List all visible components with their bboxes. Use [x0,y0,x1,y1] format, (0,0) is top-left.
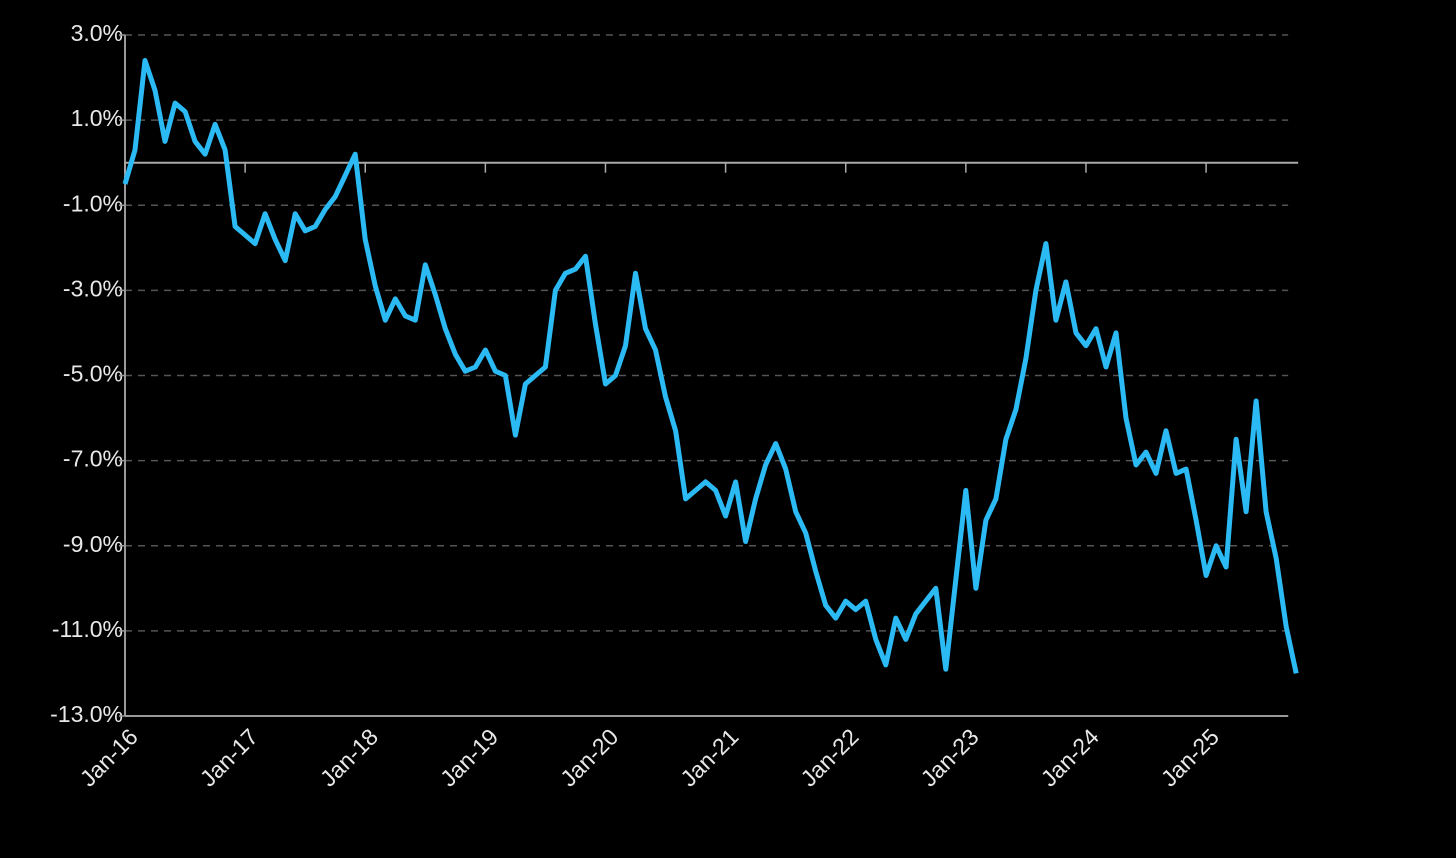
y-tick-label: -1.0% [63,190,123,216]
y-tick-label: -13.0% [50,701,123,727]
y-tick-label: 3.0% [71,20,123,46]
y-tick-label: -3.0% [63,275,123,301]
y-tick-label: -11.0% [52,616,123,642]
y-tick-label: 1.0% [71,105,123,131]
x-tick-label: Jan-19 [435,723,503,791]
data-line [122,58,1299,674]
x-tick-label: Jan-23 [916,723,984,791]
x-tick-label: Jan-20 [555,723,623,791]
y-tick-label: -9.0% [63,531,123,557]
y-tick-label: -7.0% [63,446,123,472]
x-tick-label: Jan-16 [75,723,143,791]
x-tick-label: Jan-21 [675,723,743,791]
x-tick-label: Jan-17 [195,723,263,791]
x-tick-label: Jan-18 [315,723,383,791]
x-tick-label: Jan-25 [1156,723,1224,791]
y-tick-label: -5.0% [63,361,123,387]
x-tick-label: Jan-22 [795,723,863,791]
x-tick-label: Jan-24 [1036,723,1104,791]
